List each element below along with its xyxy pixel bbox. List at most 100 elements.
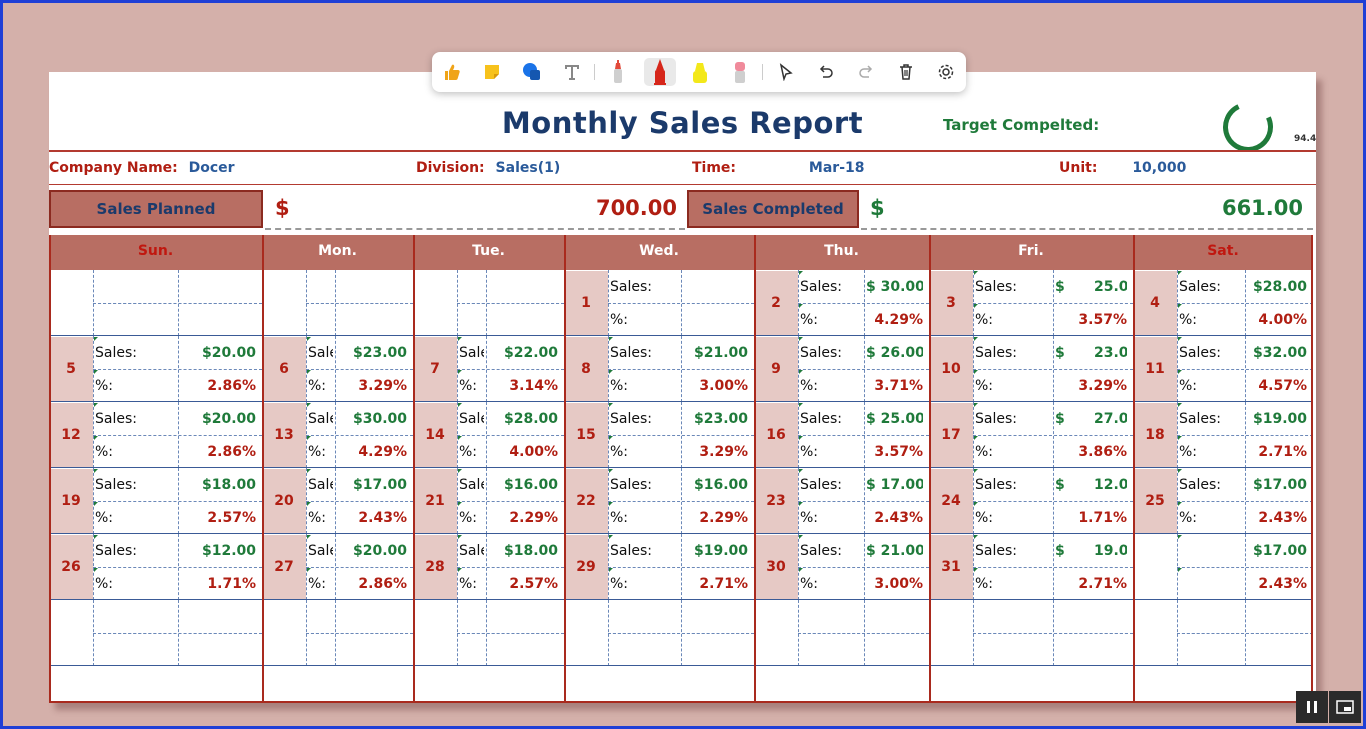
select-icon[interactable]: [772, 58, 800, 86]
cell-divider: [608, 369, 754, 370]
cell-divider: [973, 501, 1133, 502]
sales-value: $23.00: [693, 411, 748, 427]
cell-comment-marker: [974, 370, 978, 374]
pct-label: %:: [1179, 510, 1198, 526]
delete-icon[interactable]: [892, 58, 920, 86]
cell-comment-marker: [458, 502, 462, 506]
cell-divider: [973, 303, 1133, 304]
pct-label: %:: [610, 312, 629, 328]
like-icon[interactable]: [438, 58, 466, 86]
day-number: 18: [1133, 403, 1177, 468]
marker-icon[interactable]: [604, 58, 632, 86]
sales-value: $21.00: [693, 345, 748, 361]
settings-icon[interactable]: [932, 58, 960, 86]
highlighter-icon[interactable]: [686, 58, 714, 86]
cell-comment-marker: [94, 568, 98, 572]
day-number: 16: [754, 403, 798, 468]
toolbar-separator: [762, 64, 763, 80]
day-number: 24: [929, 469, 973, 534]
sales-label: Sales:: [975, 279, 1017, 295]
sales-value: $ 25.00: [1055, 279, 1127, 295]
sales-value: $ 26.00: [866, 345, 923, 361]
day-header-wed: Wed.: [564, 235, 754, 270]
pct-value: 3.86%: [1078, 444, 1127, 460]
cell-comment-marker: [458, 403, 462, 407]
cell-comment-marker: [307, 502, 311, 506]
redo-icon[interactable]: [852, 58, 880, 86]
cell-comment-marker: [974, 304, 978, 308]
day-number: 1: [564, 271, 608, 336]
pct-label: %:: [975, 576, 994, 592]
text-icon[interactable]: [558, 58, 586, 86]
sales-value: $28.00: [503, 411, 558, 427]
company-info: Company Name: Docer: [49, 160, 235, 176]
eraser-icon[interactable]: [726, 58, 754, 86]
spreadsheet-sheet: Monthly Sales Report Target Compelted: 9…: [49, 72, 1316, 703]
cell-divider: [306, 567, 413, 568]
sales-value: $ 27.00: [1055, 411, 1127, 427]
pct-label: %:: [1179, 378, 1198, 394]
sales-label: Sales: [459, 477, 484, 493]
column-border: [754, 235, 756, 702]
pct-label: %:: [459, 510, 478, 526]
week-divider: [49, 401, 1313, 402]
cell-divider: [608, 501, 754, 502]
pct-value: 2.86%: [207, 444, 256, 460]
undo-icon[interactable]: [812, 58, 840, 86]
cell-divider: [457, 567, 564, 568]
picture-in-picture-icon[interactable]: [1329, 691, 1361, 723]
planned-underline: [265, 228, 685, 230]
sales-label: Sales:: [1179, 345, 1221, 361]
pct-label: %:: [800, 576, 819, 592]
column-border: [1311, 235, 1313, 702]
column-border: [564, 235, 566, 702]
sales-label: Sales:: [800, 279, 842, 295]
cell-comment-marker: [458, 436, 462, 440]
pct-value: 3.14%: [509, 378, 558, 394]
title-divider: [49, 150, 1316, 152]
pct-label: %:: [308, 378, 327, 394]
pct-label: %:: [610, 576, 629, 592]
cell-comment-marker: [799, 568, 803, 572]
pct-label: %:: [800, 510, 819, 526]
cell-divider: [1177, 369, 1313, 370]
week-divider: [49, 335, 1313, 336]
cell-comment-marker: [609, 535, 613, 539]
cell-comment-marker: [974, 337, 978, 341]
sales-value: $ 17.00: [866, 477, 923, 493]
day-number: 20: [262, 469, 306, 534]
pct-label: %:: [800, 444, 819, 460]
pct-label: %:: [610, 510, 629, 526]
sales-value: $ 12.00: [1055, 477, 1127, 493]
pause-icon[interactable]: [1296, 691, 1328, 723]
pct-label: %:: [975, 378, 994, 394]
sales-label: Sales:: [1179, 279, 1221, 295]
day-number: 3: [929, 271, 973, 336]
shapes-icon[interactable]: [518, 58, 546, 86]
cell-divider: [973, 435, 1133, 436]
cell-comment-marker: [1178, 535, 1182, 539]
pct-label: %:: [308, 576, 327, 592]
sales-planned-value: 700.00: [595, 196, 677, 220]
cell-comment-marker: [307, 469, 311, 473]
sales-label: Sales: [308, 543, 333, 559]
sales-label: Sales:: [975, 411, 1017, 427]
cell-comment-marker: [799, 502, 803, 506]
cell-comment-marker: [1178, 304, 1182, 308]
sales-value: $ 25.00: [866, 411, 923, 427]
day-number: 10: [929, 337, 973, 402]
cell-divider: [93, 369, 262, 370]
toolbar-separator: [594, 64, 595, 80]
day-number: 23: [754, 469, 798, 534]
calendar-grid: Sun. Mon. Tue. Wed. Thu. Fri. Sat. 1 Sales:%: 2 Sa…: [49, 235, 1313, 703]
cell-comment-marker: [458, 370, 462, 374]
sales-value: $16.00: [503, 477, 558, 493]
sales-label: Sales:: [95, 345, 137, 361]
completed-currency: $: [870, 196, 885, 220]
pct-value: 2.86%: [358, 576, 407, 592]
pen-icon[interactable]: [644, 58, 676, 86]
column-border: [1133, 235, 1135, 702]
cell-divider: [973, 369, 1133, 370]
sticky-note-icon[interactable]: [478, 58, 506, 86]
day-number: 5: [49, 337, 93, 402]
